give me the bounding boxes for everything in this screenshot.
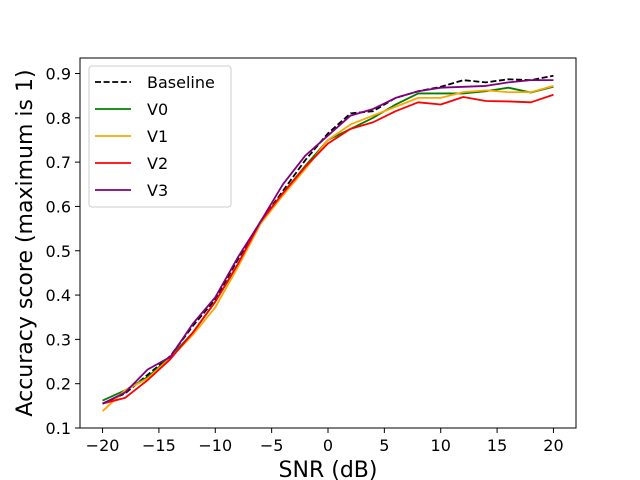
- legend-label-v2: V2: [147, 154, 168, 173]
- x-tick-label: −10: [198, 436, 232, 455]
- y-axis-ticks: 0.1 0.2 0.3 0.4 0.5 0.6 0.7 0.8 0.9: [46, 65, 80, 438]
- legend-label-v1: V1: [147, 127, 168, 146]
- y-tick-label: 0.9: [46, 65, 71, 84]
- x-tick-label: 10: [431, 436, 451, 455]
- series-layer: [101, 74, 554, 412]
- y-axis-title: Accuracy score (maximum is 1): [13, 69, 38, 416]
- legend-label-v3: V3: [147, 181, 168, 200]
- legend-label-baseline: Baseline: [147, 73, 215, 92]
- x-tick-label: 15: [487, 436, 507, 455]
- y-tick-label: 0.6: [46, 197, 71, 216]
- x-tick-label: 20: [543, 436, 563, 455]
- y-tick-label: 0.5: [46, 242, 71, 261]
- y-tick-label: 0.3: [46, 330, 71, 349]
- x-tick-label: 5: [379, 436, 389, 455]
- x-axis-title: SNR (dB): [279, 458, 378, 480]
- legend: Baseline V0 V1 V2 V3: [88, 65, 232, 208]
- series-line-v3: [102, 79, 554, 405]
- y-tick-label: 0.2: [46, 375, 71, 394]
- x-axis-ticks: −20 −15 −10 −5 0 5 10 15 20: [86, 428, 564, 455]
- legend-box: [88, 65, 232, 208]
- series-line-v2: [102, 93, 554, 405]
- x-tick-label: −20: [86, 436, 120, 455]
- y-tick-label: 0.1: [46, 419, 71, 438]
- legend-label-v0: V0: [147, 100, 168, 119]
- y-tick-label: 0.7: [46, 153, 71, 172]
- y-tick-label: 0.8: [46, 109, 71, 128]
- y-tick-label: 0.4: [46, 286, 71, 305]
- x-tick-label: −5: [260, 436, 284, 455]
- x-tick-label: −15: [142, 436, 176, 455]
- x-tick-label: 0: [323, 436, 333, 455]
